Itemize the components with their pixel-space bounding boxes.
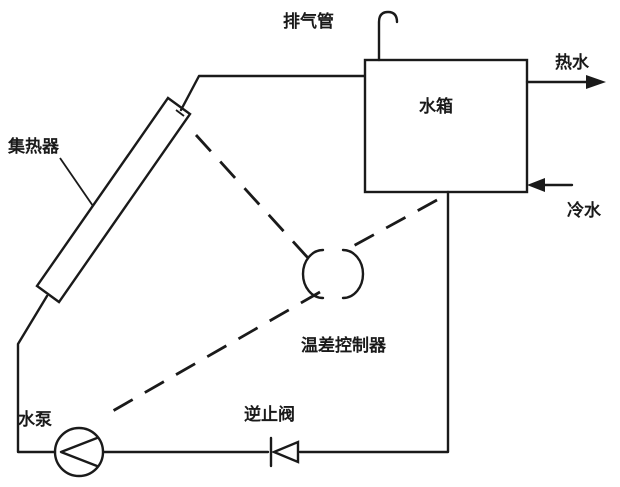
hot-water-outlet [525,75,606,89]
vent-pipe-label: 排气管 [283,11,334,32]
sensor-line-tank [345,198,438,252]
check-valve-symbol [269,436,300,468]
collector-panel [35,96,192,304]
pipe-tank-to-pump [298,190,450,454]
pipe-collector-to-tank [179,74,367,112]
temp-diff-controller-label: 温差控制器 [301,335,387,356]
collector-leader-line [59,157,94,207]
water-tank [363,58,529,194]
cold-water-label: 冷水 [567,200,602,221]
hot-water-label: 热水 [555,52,590,73]
temp-diff-controller-symbol [301,248,365,300]
pump-symbol [53,426,105,478]
sensor-line-collector [194,134,310,259]
pump-label: 水泵 [18,409,52,430]
vent-pipe [377,10,399,62]
water-tank-label: 水箱 [419,96,453,117]
pipe-pump-to-collector [16,294,57,454]
sensor-line-pump [103,290,321,418]
collector-label: 集热器 [7,136,60,157]
check-valve-label: 逆止阀 [244,404,295,425]
cold-water-inlet [527,178,574,192]
